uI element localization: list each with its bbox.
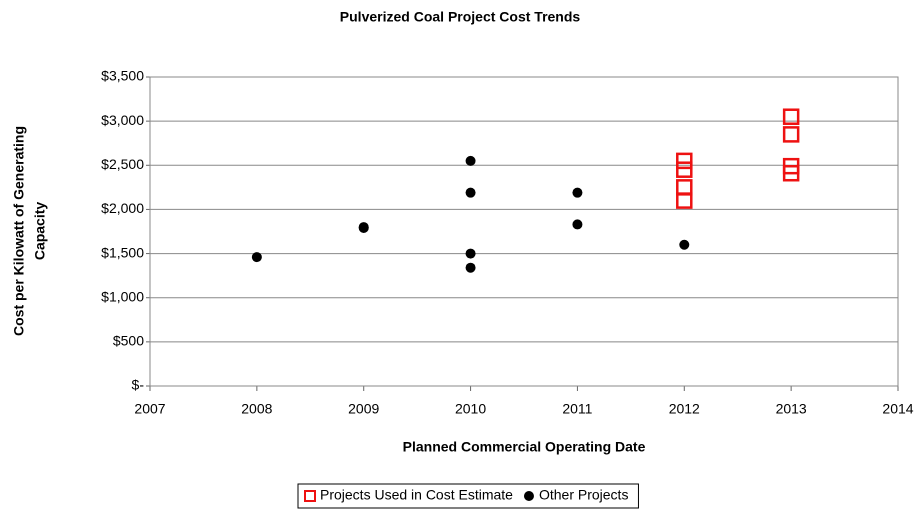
point [572, 187, 583, 198]
x-tick-label: 2007 [134, 401, 165, 417]
chart-title: Pulverized Coal Project Cost Trends [340, 9, 581, 25]
x-axis-label: Planned Commercial Operating Date [403, 439, 646, 455]
legend-label: Other Projects [539, 487, 628, 503]
x-tick-label: 2013 [776, 401, 807, 417]
y-tick-label: $3,000 [101, 112, 144, 128]
legend-label: Projects Used in Cost Estimate [320, 487, 513, 503]
point [465, 262, 476, 273]
y-axis-label-line: Cost per Kilowatt of Generating [11, 126, 27, 336]
point [251, 252, 262, 263]
point [676, 179, 693, 196]
point [676, 152, 693, 170]
y-tick-label: $1,500 [101, 244, 144, 260]
x-tick-label: 2009 [348, 401, 379, 417]
point [572, 219, 583, 230]
point [676, 192, 693, 209]
x-tick-label: 2014 [882, 401, 913, 417]
legend-marker [523, 491, 534, 501]
point [676, 161, 693, 178]
y-tick-label: $2,000 [101, 200, 144, 216]
x-tick-label: 2012 [669, 401, 700, 417]
y-tick-label: $1,000 [101, 288, 144, 304]
y-tick-label: $3,500 [101, 68, 144, 84]
point [782, 108, 800, 125]
x-tick-label: 2010 [455, 401, 486, 417]
point [465, 155, 476, 166]
point [782, 164, 800, 182]
y-tick-label: $2,500 [101, 156, 144, 172]
x-tick-label: 2011 [562, 401, 592, 417]
y-tick-label: $- [132, 377, 145, 393]
point [679, 239, 690, 250]
plot-frame [149, 76, 899, 387]
y-axis-label-line: Capacity [32, 202, 48, 261]
point [782, 126, 800, 143]
point [465, 248, 476, 259]
y-tick-label: $500 [113, 333, 144, 349]
legend-marker [304, 490, 316, 502]
legend [297, 483, 639, 509]
x-tick-label: 2008 [241, 401, 272, 417]
y-axis-label: Cost per Kilowatt of Generating Capacity [11, 126, 48, 336]
point [465, 187, 476, 198]
point [358, 222, 369, 233]
